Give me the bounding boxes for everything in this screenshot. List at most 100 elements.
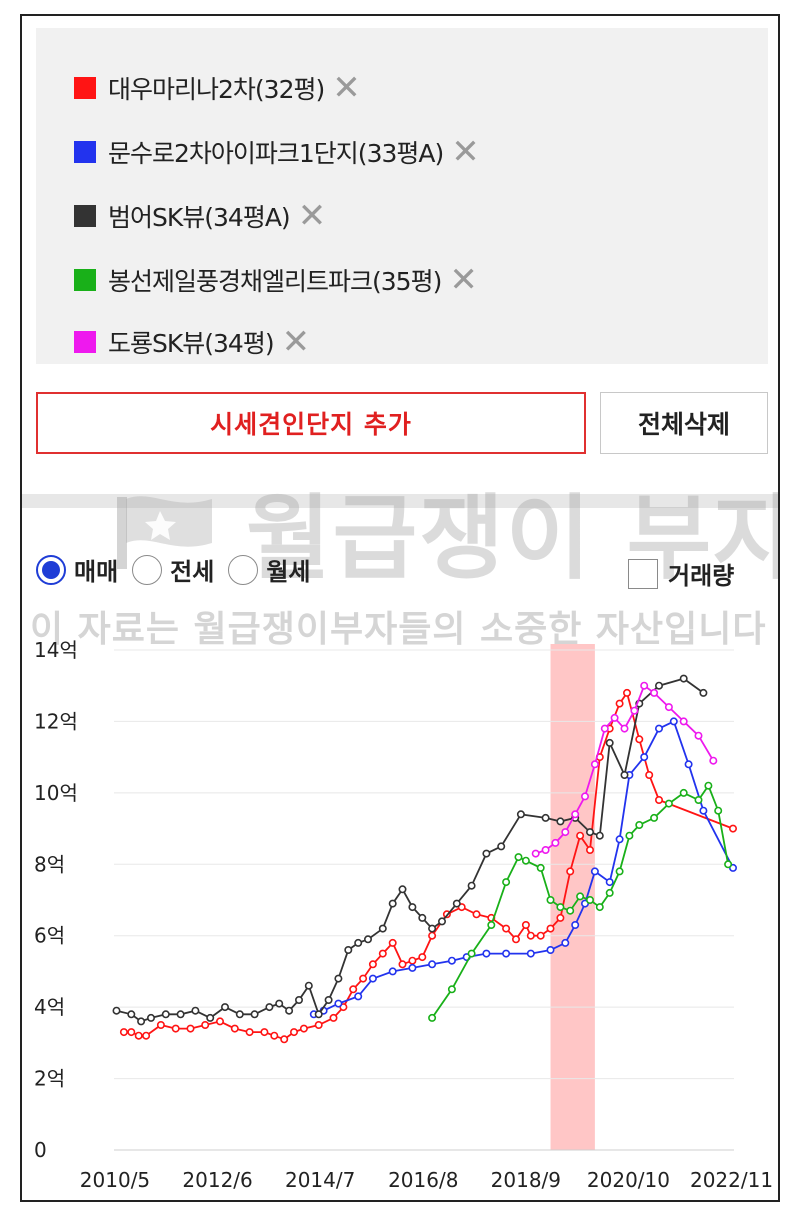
- data-point[interactable]: [585, 846, 594, 855]
- data-point[interactable]: [388, 938, 397, 947]
- data-point[interactable]: [334, 999, 343, 1008]
- data-point[interactable]: [526, 931, 535, 940]
- data-point[interactable]: [270, 1031, 279, 1040]
- data-point[interactable]: [344, 945, 353, 954]
- data-point[interactable]: [541, 813, 550, 822]
- data-point[interactable]: [230, 1024, 239, 1033]
- data-point[interactable]: [590, 760, 599, 769]
- data-point[interactable]: [378, 949, 387, 958]
- data-point[interactable]: [119, 1028, 128, 1037]
- data-point[interactable]: [635, 821, 644, 830]
- radio-icon[interactable]: [132, 554, 163, 585]
- data-point[interactable]: [536, 931, 545, 940]
- data-point[interactable]: [605, 888, 614, 897]
- tab-jeonse[interactable]: 전세: [132, 552, 214, 587]
- data-point[interactable]: [536, 863, 545, 872]
- data-point[interactable]: [600, 724, 609, 733]
- data-point[interactable]: [566, 867, 575, 876]
- data-point[interactable]: [349, 985, 358, 994]
- data-point[interactable]: [561, 938, 570, 947]
- radio-icon[interactable]: [228, 554, 259, 585]
- data-point[interactable]: [408, 903, 417, 912]
- data-point[interactable]: [694, 731, 703, 740]
- data-point[interactable]: [171, 1024, 180, 1033]
- data-point[interactable]: [571, 920, 580, 929]
- data-point[interactable]: [650, 688, 659, 697]
- data-point[interactable]: [521, 920, 530, 929]
- data-point[interactable]: [620, 724, 629, 733]
- data-point[interactable]: [137, 1017, 146, 1026]
- data-point[interactable]: [640, 753, 649, 762]
- data-point[interactable]: [314, 1010, 323, 1019]
- data-point[interactable]: [679, 674, 688, 683]
- data-point[interactable]: [546, 924, 555, 933]
- volume-checkbox[interactable]: 거래량: [628, 556, 734, 591]
- data-point[interactable]: [201, 1020, 210, 1029]
- data-point[interactable]: [630, 706, 639, 715]
- data-point[interactable]: [585, 828, 594, 837]
- data-point[interactable]: [354, 938, 363, 947]
- data-point[interactable]: [363, 935, 372, 944]
- data-point[interactable]: [561, 828, 570, 837]
- data-point[interactable]: [428, 931, 437, 940]
- data-point[interactable]: [437, 917, 446, 926]
- data-point[interactable]: [615, 835, 624, 844]
- data-point[interactable]: [546, 945, 555, 954]
- data-point[interactable]: [541, 846, 550, 855]
- data-point[interactable]: [699, 806, 708, 815]
- data-point[interactable]: [452, 899, 461, 908]
- data-point[interactable]: [134, 1031, 143, 1040]
- data-point[interactable]: [531, 849, 540, 858]
- data-point[interactable]: [654, 724, 663, 733]
- close-icon[interactable]: ✕: [449, 260, 477, 300]
- data-point[interactable]: [428, 1013, 437, 1022]
- data-point[interactable]: [265, 1003, 274, 1012]
- data-point[interactable]: [511, 935, 520, 944]
- data-point[interactable]: [610, 713, 619, 722]
- data-point[interactable]: [235, 1010, 244, 1019]
- data-point[interactable]: [502, 924, 511, 933]
- data-point[interactable]: [521, 856, 530, 865]
- data-point[interactable]: [664, 799, 673, 808]
- data-point[interactable]: [487, 920, 496, 929]
- data-point[interactable]: [289, 1028, 298, 1037]
- data-point[interactable]: [546, 895, 555, 904]
- data-point[interactable]: [605, 738, 614, 747]
- data-point[interactable]: [418, 913, 427, 922]
- data-point[interactable]: [526, 949, 535, 958]
- data-point[interactable]: [388, 967, 397, 976]
- data-point[interactable]: [250, 1010, 259, 1019]
- data-point[interactable]: [359, 974, 368, 983]
- data-point[interactable]: [260, 1028, 269, 1037]
- data-point[interactable]: [472, 910, 481, 919]
- data-point[interactable]: [112, 1006, 121, 1015]
- data-point[interactable]: [625, 831, 634, 840]
- data-point[interactable]: [664, 703, 673, 712]
- data-point[interactable]: [418, 953, 427, 962]
- data-point[interactable]: [354, 992, 363, 1001]
- data-point[interactable]: [714, 806, 723, 815]
- data-point[interactable]: [556, 913, 565, 922]
- data-point[interactable]: [728, 824, 737, 833]
- data-point[interactable]: [156, 1020, 165, 1029]
- data-point[interactable]: [368, 960, 377, 969]
- data-point[interactable]: [304, 981, 313, 990]
- data-point[interactable]: [502, 949, 511, 958]
- data-point[interactable]: [186, 1024, 195, 1033]
- data-point[interactable]: [482, 949, 491, 958]
- data-point[interactable]: [285, 1006, 294, 1015]
- data-point[interactable]: [497, 842, 506, 851]
- data-point[interactable]: [216, 1017, 225, 1026]
- data-point[interactable]: [428, 960, 437, 969]
- data-point[interactable]: [245, 1028, 254, 1037]
- data-point[interactable]: [615, 867, 624, 876]
- data-point[interactable]: [482, 849, 491, 858]
- close-icon[interactable]: ✕: [281, 322, 310, 362]
- data-point[interactable]: [388, 899, 397, 908]
- data-point[interactable]: [645, 771, 654, 780]
- data-point[interactable]: [615, 699, 624, 708]
- data-point[interactable]: [447, 956, 456, 965]
- data-point[interactable]: [514, 853, 523, 862]
- data-point[interactable]: [398, 960, 407, 969]
- data-point[interactable]: [314, 1020, 323, 1029]
